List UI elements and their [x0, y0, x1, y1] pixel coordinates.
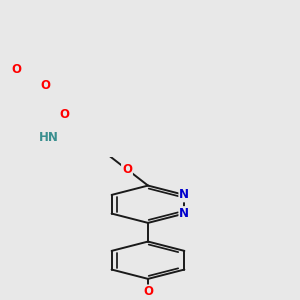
Text: O: O — [41, 79, 51, 92]
Text: N: N — [179, 188, 189, 201]
Text: O: O — [59, 108, 69, 121]
Text: O: O — [11, 64, 21, 76]
Text: HN: HN — [39, 130, 58, 144]
Text: O: O — [143, 285, 153, 298]
Text: N: N — [179, 207, 189, 220]
Text: O: O — [122, 163, 132, 176]
